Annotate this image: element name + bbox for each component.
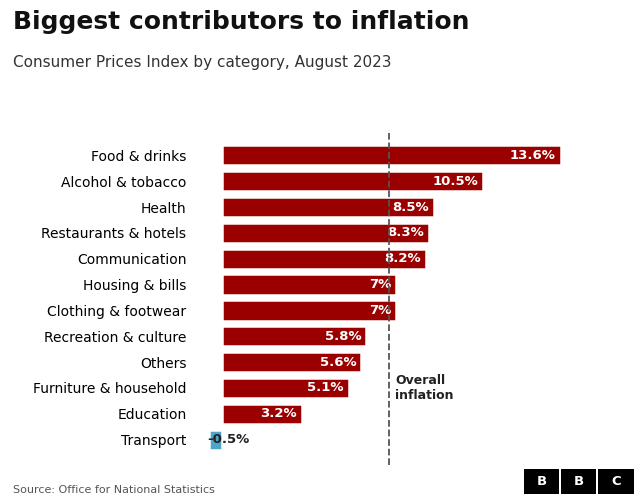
Bar (222, 300, 396, 320)
Text: 8.2%: 8.2% (385, 252, 421, 265)
Bar (222, 248, 426, 269)
Text: C: C (611, 475, 621, 488)
Text: 5.1%: 5.1% (307, 382, 344, 394)
Text: 5.8%: 5.8% (324, 330, 362, 343)
Bar (222, 404, 301, 424)
Bar (222, 326, 366, 346)
Bar (222, 171, 483, 191)
Text: Overall
inflation: Overall inflation (395, 374, 454, 402)
Text: 8.5%: 8.5% (392, 200, 429, 213)
Text: 3.2%: 3.2% (260, 408, 296, 420)
Bar (209, 430, 222, 450)
Text: 7%: 7% (369, 304, 391, 317)
Text: Consumer Prices Index by category, August 2023: Consumer Prices Index by category, Augus… (13, 55, 391, 70)
Bar (222, 223, 429, 243)
Bar (222, 378, 349, 398)
Text: 10.5%: 10.5% (433, 174, 479, 188)
Text: 5.6%: 5.6% (320, 356, 356, 368)
Bar (222, 274, 396, 294)
Text: Source: Office for National Statistics: Source: Office for National Statistics (13, 485, 214, 495)
Bar (222, 197, 434, 217)
Text: 8.3%: 8.3% (387, 226, 424, 239)
Text: Biggest contributors to inflation: Biggest contributors to inflation (13, 10, 469, 34)
Text: B: B (537, 475, 547, 488)
Text: 13.6%: 13.6% (510, 149, 556, 162)
Text: 7%: 7% (369, 278, 391, 291)
Bar (222, 145, 561, 166)
Text: B: B (574, 475, 584, 488)
Bar (222, 352, 362, 372)
Text: -0.5%: -0.5% (207, 433, 249, 446)
